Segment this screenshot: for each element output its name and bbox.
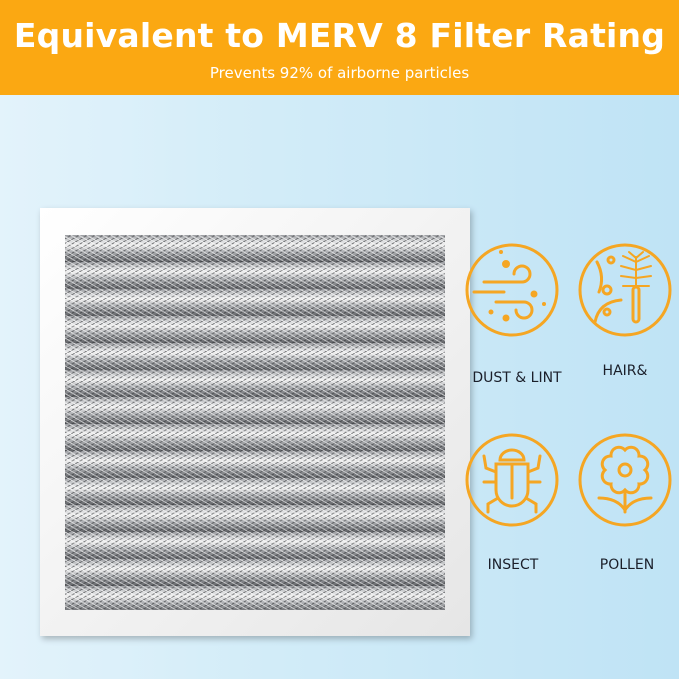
dust-wind-icon: [465, 243, 559, 337]
insect-icon: [465, 433, 559, 527]
filter-mesh: [65, 235, 445, 610]
feature-label-hair: HAIR&: [602, 363, 648, 379]
headline: Equivalent to MERV 8 Filter Rating: [13, 16, 666, 55]
flower-icon: [578, 433, 672, 527]
feature-label-pollen: POLLEN: [599, 557, 655, 573]
header-banner: Equivalent to MERV 8 Filter Rating Preve…: [0, 0, 679, 95]
feature-label-insect: INSECT: [487, 557, 539, 573]
hair-brush-icon: [578, 243, 672, 337]
feature-label-dust: DUST & LINT: [472, 370, 562, 386]
air-filter-image: [40, 208, 470, 636]
subheadline: Prevents 92% of airborne particles: [209, 64, 470, 82]
